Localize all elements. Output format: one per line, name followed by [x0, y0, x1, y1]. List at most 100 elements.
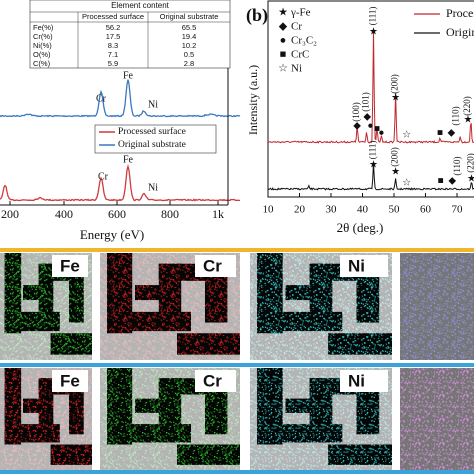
maze-region	[135, 398, 163, 413]
peak-index: (220)	[466, 153, 474, 173]
spectrum	[0, 163, 240, 202]
peak-symbol: ●	[378, 127, 384, 138]
label-box	[52, 370, 88, 392]
table-title: Element content	[111, 1, 170, 10]
cell: 2.8	[184, 59, 194, 68]
maze-region	[285, 285, 314, 301]
cell: 56.2	[106, 23, 121, 32]
tile-bg	[400, 368, 474, 470]
maze-region	[177, 444, 240, 465]
peak-label: Ni	[148, 182, 158, 193]
map-label: Fe	[60, 256, 80, 275]
peak-index: (220)	[462, 96, 472, 116]
x-tick-label: 60	[420, 204, 432, 216]
cell: 65.5	[182, 23, 197, 32]
cell: 17.5	[106, 32, 121, 41]
label-box	[340, 255, 388, 277]
peak-symbol: ■	[438, 175, 444, 186]
map-label: Cr	[203, 371, 222, 390]
maze-region	[23, 398, 42, 413]
x-axis-label: 2θ (deg.)	[337, 220, 384, 235]
peak-symbol: ★	[467, 173, 474, 184]
x-tick-label: 1k	[212, 207, 224, 221]
peak-symbol: ◆	[448, 175, 456, 186]
legend-text: Processed	[446, 6, 474, 20]
x-tick-label: 30	[326, 204, 338, 216]
phase-label: Cr₃C₂	[291, 35, 317, 47]
peak-symbol: ■	[374, 123, 380, 134]
maze-region	[50, 444, 92, 465]
x-tick-label: 400	[55, 207, 73, 221]
phase-label: Ni	[291, 63, 302, 75]
xrd-curve	[267, 29, 474, 144]
maze-region	[205, 378, 228, 435]
row-label: Fe(%)	[33, 23, 54, 32]
legend-text: Processed surface	[118, 126, 186, 137]
legend-text: Original	[446, 25, 474, 39]
separator	[0, 470, 474, 474]
cell: 5.9	[108, 59, 118, 68]
map-label: Fe	[60, 371, 80, 390]
peak-index: (200)	[390, 147, 400, 167]
map-tile	[400, 253, 474, 360]
maze-region	[69, 378, 84, 435]
spectrum	[0, 79, 241, 118]
cell: 10.2	[182, 41, 197, 50]
maze-region	[328, 333, 392, 355]
peak-index: (100)	[351, 102, 361, 122]
peak-symbol: ★	[369, 26, 378, 37]
phase-label: γ-Fe	[290, 7, 311, 19]
plot-frame	[267, 0, 474, 198]
peak-symbol: ★	[369, 159, 378, 170]
phase-symbol: ★	[278, 7, 288, 19]
maze-region	[205, 263, 228, 323]
peak-symbol: ★	[391, 166, 400, 177]
map-label: Cr	[203, 256, 222, 275]
legend-box	[94, 124, 217, 154]
peak-label: Fe	[123, 154, 134, 165]
peak-symbol: ◆	[363, 111, 371, 122]
phase-symbol: ●	[280, 35, 287, 47]
phase-label: CrC	[291, 49, 309, 61]
peak-index: (101)	[361, 92, 371, 112]
maze-region	[356, 263, 380, 323]
x-tick-label: 600	[108, 207, 126, 221]
peak-label: Cr	[96, 93, 107, 104]
peak-symbol: ☆	[402, 129, 411, 140]
table-header: Processed surface	[82, 12, 144, 21]
phase-symbol: ■	[280, 49, 287, 61]
maze-region	[177, 333, 240, 355]
cell: 0.5	[184, 50, 194, 59]
maze-region	[23, 285, 42, 301]
row-label: Ni(%)	[33, 41, 52, 50]
peak-symbol: ◆	[447, 127, 455, 138]
peak-symbol: ●	[367, 120, 373, 131]
peak-label: Cr	[98, 171, 109, 182]
phase-label: Cr	[291, 21, 302, 33]
maze-region	[356, 378, 380, 435]
map-label: Ni	[348, 256, 365, 275]
peak-index: (111)	[368, 141, 378, 160]
row-label: Cr(%)	[33, 32, 53, 41]
table-frame	[29, 0, 231, 69]
tile-bg	[400, 253, 474, 360]
peak-index: (110)	[450, 106, 460, 125]
row-label: C(%)	[33, 59, 51, 68]
cell: 8.3	[108, 41, 118, 50]
peak-symbol: ★	[464, 114, 473, 125]
peak-index: (110)	[452, 156, 462, 175]
x-tick-label: 70	[452, 204, 464, 216]
label-box	[52, 255, 88, 277]
peak-symbol: ★	[391, 92, 400, 103]
xrd-curve	[267, 162, 474, 191]
x-axis-label: Energy (eV)	[80, 227, 144, 242]
map-label: Ni	[348, 371, 365, 390]
x-tick-label: 20	[294, 204, 306, 216]
phase-symbol: ☆	[278, 63, 288, 75]
separator	[0, 363, 474, 367]
peak-label: Ni	[148, 99, 158, 110]
label-box	[195, 370, 236, 392]
